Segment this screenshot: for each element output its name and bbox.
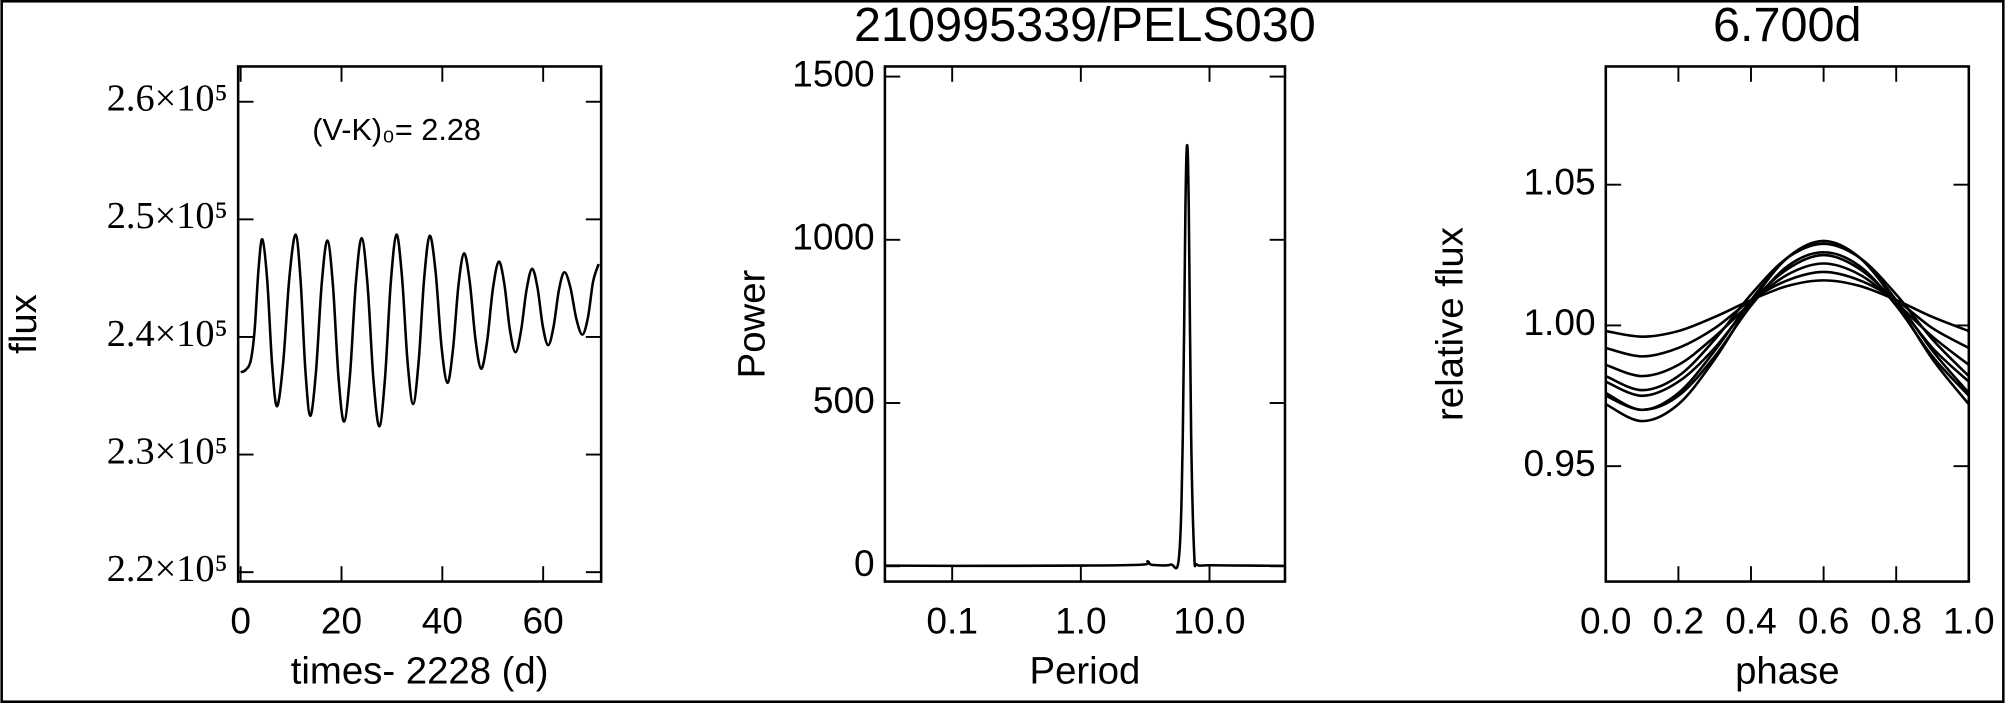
y-tick-label: 1500 [792,52,874,94]
y-tick-label: 1.05 [1523,160,1595,202]
y-axis-label: flux [2,294,45,354]
x-tick-label: 0 [230,600,251,642]
x-tick-label: 0.4 [1725,600,1777,642]
plot-frame [236,65,603,583]
y-tick-label: 1.00 [1523,301,1595,343]
x-axis-label: phase [1735,650,1839,693]
y-tick-label: 2.2×10⁵ [107,548,228,590]
x-tick-label: 20 [321,600,362,642]
data-line [1605,253,1969,398]
data-line [1605,242,1969,392]
chart-title: 210995339/PELS030 [854,0,1316,52]
x-tick-label: 0.1 [926,600,978,642]
data-line [1605,279,1969,338]
data-line [884,143,1285,570]
y-tick-label: 2.4×10⁵ [107,313,228,355]
y-tick-label: 2.3×10⁵ [107,430,228,472]
x-tick-label: 1.0 [1055,600,1107,642]
x-tick-label: 60 [523,600,564,642]
y-tick-label: 2.5×10⁵ [107,195,228,237]
y-tick-label: 0 [854,542,875,584]
x-tick-label: 40 [422,600,463,642]
x-tick-label: 0.6 [1798,600,1850,642]
y-axis-label: Power [731,269,774,378]
plot-frame [883,65,1287,583]
data-line [1605,250,1969,412]
x-tick-label: 0.0 [1580,600,1632,642]
x-tick-label: 10.0 [1173,600,1245,642]
y-tick-label: 1000 [792,216,874,258]
y-tick-label: 0.95 [1523,442,1595,484]
chart-title: 6.700d [1713,0,1862,52]
x-tick-label: 0.8 [1870,600,1922,642]
x-tick-label: 0.2 [1653,600,1705,642]
data-line [1605,262,1969,378]
y-tick-label: 2.6×10⁵ [107,78,228,120]
data-line [240,233,600,428]
y-tick-label: 500 [813,379,875,421]
annotation: (V-K)₀= 2.28 [312,113,481,147]
x-tick-label: 1.0 [1943,600,1995,642]
x-axis-label: times- 2228 (d) [291,650,549,693]
plot-frame [1604,65,1971,583]
y-axis-label: relative flux [1429,227,1472,421]
x-axis-label: Period [1030,650,1141,693]
